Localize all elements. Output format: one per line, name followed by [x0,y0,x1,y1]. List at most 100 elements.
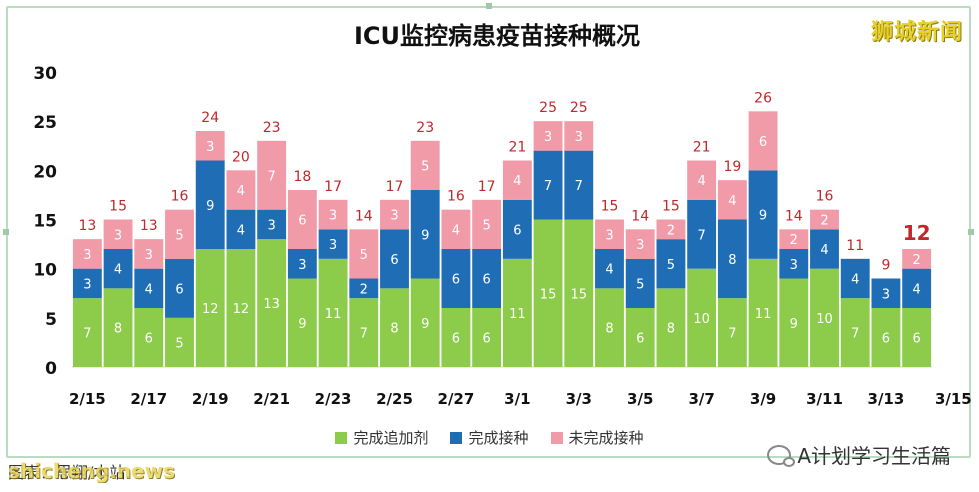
bar-unvaccinated [902,249,932,269]
bar-total-label: 16 [447,189,465,205]
bar-vaccinated [410,190,440,279]
bar-booster [810,268,839,367]
bar-booster-label: 7 [83,327,91,342]
bar-total-label: 23 [416,120,434,136]
bar-booster [134,308,164,367]
bar-vaccinated-label: 6 [390,253,398,268]
bar-unvaccinated [748,111,778,171]
bar-booster-label: 8 [114,322,122,337]
y-tick-label: 30 [33,64,57,84]
bar-vaccinated [103,249,133,289]
bar-vaccinated [779,249,809,279]
bar-booster [349,298,379,367]
bar-vaccinated-label: 4 [605,263,613,278]
bar-booster [441,308,471,367]
bar-booster [472,308,502,367]
bar-unvaccinated-label: 3 [390,209,398,224]
bar-unvaccinated [502,160,532,200]
bar-unvaccinated-label: 4 [728,194,736,209]
bar-vaccinated [226,209,256,249]
bar-booster-label: 5 [175,336,183,351]
bar-booster-label: 6 [145,332,153,347]
bar-unvaccinated [318,199,348,230]
bar-booster-label: 7 [360,327,368,342]
bar-total-label: 23 [263,120,281,136]
bar-booster-label: 8 [667,322,675,337]
bar-booster [195,249,225,367]
bar-total-label: 15 [109,199,127,215]
bar-unvaccinated-label: 5 [421,159,429,174]
bar-unvaccinated [717,180,747,220]
bar-total-label: 15 [662,199,680,215]
bar-unvaccinated-label: 5 [175,228,183,243]
bar-vaccinated-label: 2 [360,282,368,297]
bar-vaccinated [72,268,102,299]
x-tick-label: 2/17 [130,390,167,408]
bar-vaccinated [134,268,164,308]
bar-unvaccinated [257,140,287,210]
bar-booster [72,298,102,367]
bar-booster [779,278,809,367]
bar-vaccinated-label: 4 [237,223,245,238]
bar-booster [287,278,317,367]
bar-unvaccinated [165,209,194,259]
bar-unvaccinated-label: 4 [452,223,460,238]
bar-total-label: 17 [386,179,404,195]
bar-booster [656,288,686,367]
bar-vaccinated [472,249,502,308]
bar-vaccinated-label: 6 [513,223,521,238]
bar-booster-label: 7 [851,327,859,342]
legend-swatch-vaccinated [450,431,463,444]
bar-vaccinated [595,249,624,289]
bar-unvaccinated [134,239,164,269]
bar-booster [625,308,655,367]
bar-booster [687,268,717,367]
bar-unvaccinated-label: 2 [790,233,798,248]
y-tick-label: 0 [45,359,57,379]
bar-vaccinated-label: 5 [667,258,675,273]
bar-booster [533,219,563,367]
bar-vaccinated [287,249,317,279]
bar-vaccinated-label: 9 [759,209,767,224]
legend-item-unvaccinated: 未完成接种 [550,427,644,448]
bar-unvaccinated-label: 3 [206,140,214,155]
x-tick-label: 3/7 [688,390,714,408]
bar-booster-label: 10 [693,312,710,327]
bar-unvaccinated [441,209,471,249]
watermark-account-text: A计划学习生活篇 [797,444,951,468]
legend-swatch-unvaccinated [550,431,563,444]
bar-total-label: 17 [324,179,342,195]
bar-total-label: 9 [881,258,890,274]
bar-vaccinated-label: 5 [636,277,644,292]
bar-booster [165,317,194,367]
bar-unvaccinated-label: 7 [268,169,276,184]
bar-total-label: 26 [754,90,772,106]
bar-vaccinated-label: 9 [206,199,214,214]
bar-total-label: 24 [201,110,219,126]
bar-unvaccinated [779,229,809,249]
bar-vaccinated [687,199,717,269]
bar-booster-label: 8 [605,322,613,337]
bar-unvaccinated-label: 3 [605,228,613,243]
bar-unvaccinated-label: 6 [759,135,767,150]
x-tick-label: 3/5 [627,390,653,408]
bar-unvaccinated-label: 6 [298,214,306,229]
bar-booster [103,288,133,367]
bar-total-label: 15 [601,199,619,215]
bar-vaccinated-label: 3 [882,287,890,302]
bar-unvaccinated [472,199,502,249]
frame-handle-right [968,229,974,235]
bar-booster-label: 9 [421,317,429,332]
bar-vaccinated-label: 7 [698,228,706,243]
bar-vaccinated [195,160,225,249]
bar-booster [318,258,348,367]
x-tick-label: 2/19 [192,390,229,408]
bar-total-label: 21 [508,140,526,156]
bar-vaccinated [380,229,409,289]
bar-booster [380,288,409,367]
bar-total-label: 16 [171,189,189,205]
bar-unvaccinated [287,190,317,249]
chart-legend: 完成追加剂 完成接种 未完成接种 [0,427,979,448]
bar-total-label: 16 [816,189,834,205]
bar-unvaccinated-label: 4 [237,184,245,199]
